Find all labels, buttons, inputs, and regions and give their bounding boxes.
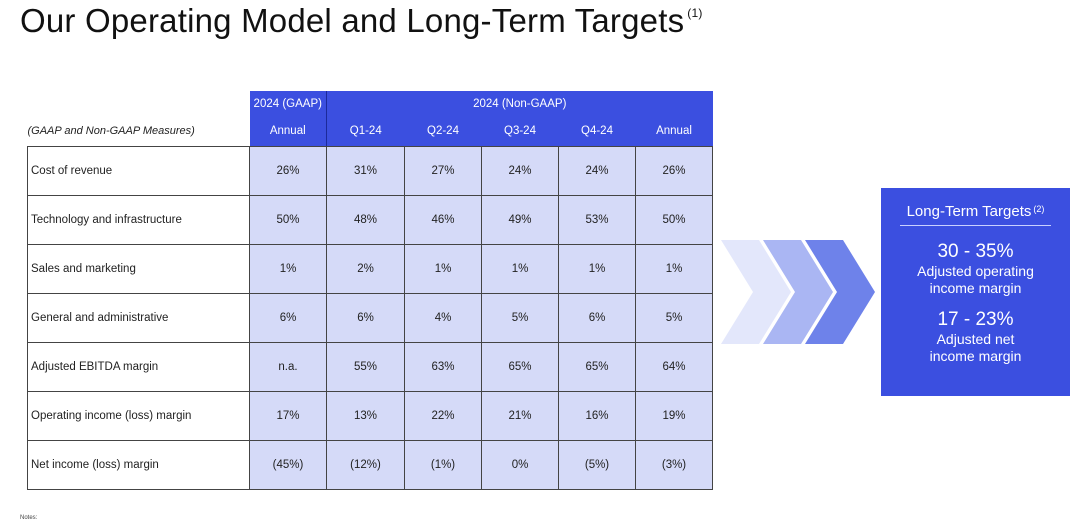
cell-value: 17% xyxy=(249,391,327,441)
cell-value: 1% xyxy=(481,244,559,294)
gaap-group-header: 2024 (GAAP) xyxy=(249,91,327,117)
row-label: Adjusted EBITDA margin xyxy=(27,342,250,392)
cell-value: 55% xyxy=(326,342,405,392)
cell-value: 31% xyxy=(326,146,405,196)
target-value: 17 - 23% xyxy=(937,309,1014,330)
cell-value: 46% xyxy=(404,195,482,245)
chevron-2 xyxy=(763,240,833,344)
cell-value: (1%) xyxy=(404,440,482,490)
cell-value: 49% xyxy=(481,195,559,245)
page-title-text: Our Operating Model and Long-Term Target… xyxy=(20,2,685,39)
page-title: Our Operating Model and Long-Term Target… xyxy=(20,2,703,40)
notes-label: Notes: xyxy=(20,515,38,521)
cell-value: 27% xyxy=(404,146,482,196)
cell-value: 13% xyxy=(326,391,405,441)
target-description: income margin xyxy=(929,348,1022,364)
table-row: General and administrative 6% 6% 4% 5% 6… xyxy=(27,293,713,343)
blank-header-cell xyxy=(28,91,250,117)
targets-title: Long-Term Targets (2) xyxy=(881,203,1070,220)
column-header: Q3-24 xyxy=(481,117,559,147)
cell-value: (45%) xyxy=(249,440,327,490)
column-header: Annual xyxy=(249,117,327,147)
table-row: Operating income (loss) margin 17% 13% 2… xyxy=(27,391,713,441)
cell-value: 1% xyxy=(635,244,713,294)
cell-value: (5%) xyxy=(558,440,636,490)
cell-value: 26% xyxy=(249,146,327,196)
cell-value: 63% xyxy=(404,342,482,392)
row-label: Net income (loss) margin xyxy=(27,440,250,490)
nongaap-group-header: 2024 (Non-GAAP) xyxy=(326,91,713,117)
cell-value: 1% xyxy=(249,244,327,294)
column-header: Annual xyxy=(635,117,713,147)
cell-value: 5% xyxy=(635,293,713,343)
table-row: Net income (loss) margin (45%) (12%) (1%… xyxy=(27,440,713,490)
target-description: income margin xyxy=(929,280,1022,296)
row-label: Operating income (loss) margin xyxy=(27,391,250,441)
target-value: 30 - 35% xyxy=(937,241,1014,262)
table-row: Sales and marketing 1% 2% 1% 1% 1% 1% xyxy=(27,244,713,294)
cell-value: 6% xyxy=(558,293,636,343)
cell-value: 1% xyxy=(558,244,636,294)
column-header: Q4-24 xyxy=(558,117,636,147)
table-row: Adjusted EBITDA margin n.a. 55% 63% 65% … xyxy=(27,342,713,392)
cell-value: n.a. xyxy=(249,342,327,392)
row-label: Cost of revenue xyxy=(27,146,250,196)
cell-value: 65% xyxy=(481,342,559,392)
chevron-arrows-icon xyxy=(721,240,875,344)
cell-value: 6% xyxy=(249,293,327,343)
cell-value: 24% xyxy=(558,146,636,196)
row-label: General and administrative xyxy=(27,293,250,343)
row-label: Sales and marketing xyxy=(27,244,250,294)
chevron-1 xyxy=(721,240,791,344)
cell-value: 4% xyxy=(404,293,482,343)
cell-value: 22% xyxy=(404,391,482,441)
targets-footnote: (2) xyxy=(1033,204,1045,214)
table-column-header-row: (GAAP and Non-GAAP Measures) Annual Q1-2… xyxy=(27,117,713,147)
cell-value: 1% xyxy=(404,244,482,294)
column-header: Q1-24 xyxy=(326,117,405,147)
cell-value: 21% xyxy=(481,391,559,441)
cell-value: 64% xyxy=(635,342,713,392)
operating-model-table: 2024 (GAAP) 2024 (Non-GAAP) (GAAP and No… xyxy=(27,91,713,490)
cell-value: 19% xyxy=(635,391,713,441)
cell-value: 0% xyxy=(481,440,559,490)
cell-value: 16% xyxy=(558,391,636,441)
cell-value: 24% xyxy=(481,146,559,196)
cell-value: 26% xyxy=(635,146,713,196)
target-description: Adjusted operating xyxy=(917,263,1034,279)
row-label: Technology and infrastructure xyxy=(27,195,250,245)
targets-title-text: Long-Term Targets xyxy=(906,203,1032,220)
cell-value: (12%) xyxy=(326,440,405,490)
cell-value: 5% xyxy=(481,293,559,343)
title-footnote: (1) xyxy=(687,6,703,20)
cell-value: 65% xyxy=(558,342,636,392)
cell-value: 48% xyxy=(326,195,405,245)
table-row: Technology and infrastructure 50% 48% 46… xyxy=(27,195,713,245)
cell-value: 2% xyxy=(326,244,405,294)
cell-value: 6% xyxy=(326,293,405,343)
long-term-targets-box: Long-Term Targets (2) 30 - 35% Adjusted o… xyxy=(881,188,1070,396)
targets-divider xyxy=(900,225,1051,226)
target-description: Adjusted net xyxy=(936,331,1015,347)
column-header: Q2-24 xyxy=(404,117,482,147)
measures-label: (GAAP and Non-GAAP Measures) xyxy=(27,117,250,147)
cell-value: (3%) xyxy=(635,440,713,490)
table-group-header-row: 2024 (GAAP) 2024 (Non-GAAP) xyxy=(28,91,713,117)
cell-value: 50% xyxy=(249,195,327,245)
cell-value: 50% xyxy=(635,195,713,245)
cell-value: 53% xyxy=(558,195,636,245)
chevron-3 xyxy=(805,240,875,344)
table-row: Cost of revenue 26% 31% 27% 24% 24% 26% xyxy=(27,146,713,196)
